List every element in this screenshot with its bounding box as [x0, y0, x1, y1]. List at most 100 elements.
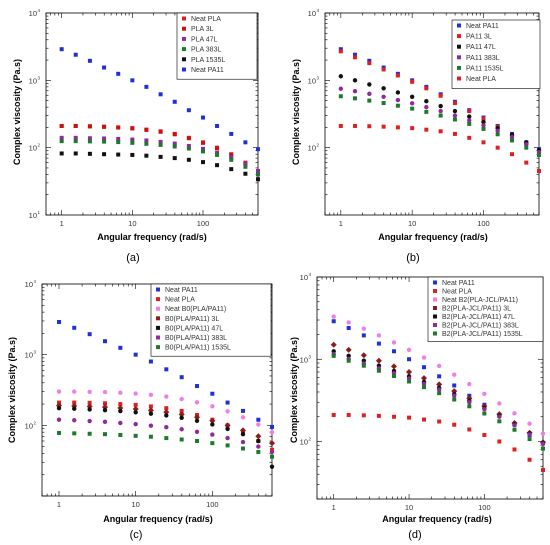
- data-point: [72, 389, 77, 394]
- data-point: [158, 142, 163, 147]
- data-point: [512, 422, 517, 428]
- data-point: [102, 139, 107, 144]
- data-point: [87, 124, 92, 129]
- data-point: [361, 413, 366, 418]
- series-b0-pla-pa11-1535l: [57, 430, 274, 459]
- data-point: [495, 132, 500, 137]
- legend-label: B0(PLA/PA11) 47L: [165, 325, 223, 332]
- data-point: [467, 121, 472, 126]
- data-point: [346, 320, 351, 325]
- data-point: [406, 368, 413, 375]
- data-point: [381, 124, 386, 129]
- legend-marker: [156, 316, 160, 321]
- data-point: [102, 152, 107, 157]
- data-point: [158, 92, 163, 97]
- data-point: [116, 152, 121, 157]
- data-point: [59, 135, 64, 140]
- data-point: [436, 381, 443, 388]
- y-tick-exponent: 2: [34, 420, 37, 425]
- data-point: [375, 357, 382, 364]
- data-point: [395, 125, 400, 130]
- y-tick-exponent: 3: [309, 354, 312, 359]
- data-point: [130, 137, 135, 142]
- data-point: [164, 425, 169, 430]
- data-point: [57, 400, 62, 405]
- legend-marker: [182, 26, 186, 31]
- y-tick-label: 10: [300, 438, 308, 447]
- x-axis-title: Angular frequency (rad/s): [378, 232, 488, 242]
- x-tick-label: 1: [332, 503, 336, 512]
- data-point: [406, 347, 412, 353]
- data-point: [148, 404, 153, 409]
- y-tick-label: 10: [308, 144, 316, 153]
- data-point: [130, 152, 135, 157]
- data-point: [102, 339, 107, 344]
- data-point: [338, 49, 343, 54]
- data-point: [87, 431, 92, 436]
- data-point: [437, 391, 442, 396]
- legend-label: Neat PA11: [191, 67, 224, 74]
- data-point: [346, 413, 351, 418]
- data-point: [201, 149, 206, 154]
- data-point: [495, 128, 500, 134]
- data-point: [172, 156, 177, 161]
- legend-marker: [433, 289, 437, 293]
- data-point: [352, 96, 357, 101]
- data-point: [240, 431, 246, 437]
- y-tick-label: 10: [308, 9, 316, 18]
- data-point: [179, 375, 184, 380]
- panel-label: (a): [126, 252, 139, 264]
- data-point: [437, 374, 442, 379]
- data-point: [467, 118, 472, 123]
- data-point: [367, 82, 372, 87]
- data-point: [87, 407, 92, 412]
- data-point: [527, 437, 532, 442]
- data-point: [130, 140, 135, 145]
- data-point: [215, 152, 220, 157]
- data-point: [367, 61, 372, 66]
- data-point: [172, 99, 177, 104]
- data-point: [524, 145, 529, 150]
- legend-marker: [156, 306, 160, 311]
- data-point: [361, 333, 366, 338]
- legend-label: Neat B0(PLA/PA11): [165, 306, 226, 313]
- data-point: [338, 74, 344, 79]
- data-point: [367, 91, 372, 97]
- data-point: [527, 457, 532, 462]
- data-point: [102, 389, 108, 395]
- data-point: [331, 319, 336, 324]
- data-point: [148, 359, 153, 364]
- series-pla-1535l: [59, 151, 260, 182]
- data-point: [537, 169, 541, 174]
- legend-box: [427, 276, 544, 342]
- data-point: [352, 55, 357, 60]
- data-point: [243, 164, 248, 169]
- legend-box: [176, 12, 258, 80]
- data-point: [422, 385, 427, 390]
- legend-marker: [182, 36, 186, 41]
- data-point: [133, 433, 138, 438]
- y-tick-exponent: 4: [309, 272, 312, 277]
- data-point: [117, 404, 124, 411]
- series-pa11-47l: [338, 74, 542, 153]
- legend-marker: [182, 16, 186, 21]
- data-point: [367, 98, 372, 103]
- legend-label: Neat PLA: [191, 16, 221, 23]
- data-point: [59, 151, 64, 156]
- legend-marker: [457, 44, 461, 49]
- data-point: [481, 123, 486, 128]
- y-tick-label: 10: [29, 76, 37, 85]
- data-point: [172, 141, 177, 146]
- data-point: [338, 86, 344, 91]
- data-point: [87, 389, 92, 395]
- legend-marker: [156, 287, 160, 292]
- data-point: [541, 468, 545, 473]
- data-point: [194, 429, 200, 435]
- data-point: [144, 153, 149, 158]
- data-point: [225, 409, 230, 414]
- data-point: [361, 326, 367, 331]
- x-tick-label: 10: [405, 503, 413, 512]
- data-point: [209, 417, 216, 424]
- data-point: [225, 443, 230, 448]
